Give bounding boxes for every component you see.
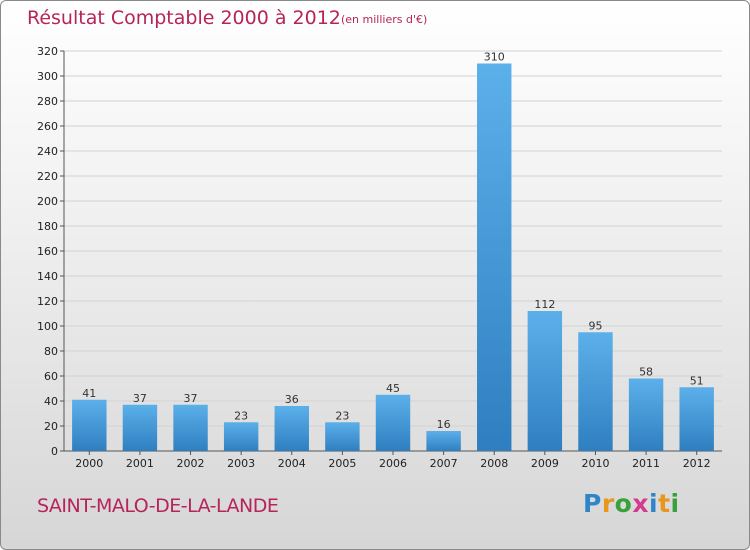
y-tick-label: 40 [44, 395, 58, 408]
x-tick-label: 2007 [430, 457, 458, 470]
y-tick-label: 300 [37, 70, 58, 83]
grid-lines [64, 50, 722, 452]
bar [628, 378, 664, 451]
y-tick-label: 160 [37, 245, 58, 258]
y-tick-label: 0 [51, 445, 58, 458]
logo-letter: i [649, 489, 659, 518]
bar [72, 399, 107, 451]
x-tick-label: 2004 [278, 457, 306, 470]
data-label: 45 [386, 382, 400, 395]
x-tick-label: 2003 [227, 457, 255, 470]
data-label: 37 [133, 392, 147, 405]
x-tick-label: 2012 [683, 457, 711, 470]
x-tick-label: 2011 [632, 457, 660, 470]
x-tick-label: 2002 [177, 457, 205, 470]
logo-letter: P [583, 489, 602, 518]
x-tick-label: 2001 [126, 457, 154, 470]
bar [274, 406, 309, 451]
bar [477, 63, 512, 451]
data-label: 16 [437, 418, 451, 431]
data-label: 95 [588, 319, 602, 332]
bar [122, 404, 158, 451]
bar [223, 422, 259, 451]
y-tick-label: 80 [44, 345, 58, 358]
y-tick-label: 100 [37, 320, 58, 333]
bar [173, 404, 208, 451]
data-label: 23 [234, 409, 248, 422]
logo-letter: x [632, 489, 649, 518]
y-tick-label: 20 [44, 420, 58, 433]
x-tick-label: 2008 [480, 457, 508, 470]
y-tick-label: 180 [37, 220, 58, 233]
x-tick-label: 2009 [531, 457, 559, 470]
bar [578, 332, 613, 451]
bar [375, 394, 411, 451]
y-tick-label: 320 [37, 45, 58, 58]
y-tick-label: 220 [37, 170, 58, 183]
bar [527, 311, 563, 451]
y-tick-label: 280 [37, 95, 58, 108]
labels: 0 20 40 60 80 100 120 140 160 180 200 220 240 260 280 3… [37, 45, 711, 470]
y-tick-label: 200 [37, 195, 58, 208]
x-tick-label: 2000 [75, 457, 103, 470]
data-label: 36 [285, 393, 299, 406]
y-tick-label: 260 [37, 120, 58, 133]
data-label: 41 [82, 387, 96, 400]
y-tick-label: 60 [44, 370, 58, 383]
logo-letter: i [670, 489, 680, 518]
logo-letter: t [658, 489, 671, 518]
y-tick-label: 120 [37, 295, 58, 308]
proxiti-logo: Proxiti [583, 489, 680, 518]
bar [679, 387, 714, 451]
bar [325, 422, 360, 451]
data-label: 310 [484, 51, 505, 64]
x-tick-label: 2005 [328, 457, 356, 470]
chart-subtitle: (en milliers d'€) [341, 13, 428, 26]
data-label: 23 [335, 409, 349, 422]
logo-letter: r [601, 489, 615, 518]
logo-letter: o [614, 489, 633, 518]
bar [426, 431, 461, 451]
y-tick-label: 140 [37, 270, 58, 283]
commune-name: SAINT-MALO-DE-LA-LANDE [37, 495, 279, 517]
y-tick-label: 240 [37, 145, 58, 158]
data-label: 37 [184, 392, 198, 405]
data-label: 58 [639, 366, 653, 379]
chart-title: Résultat Comptable 2000 à 2012 [27, 7, 341, 29]
data-label: 51 [690, 374, 704, 387]
bars [72, 63, 714, 451]
x-tick-label: 2010 [581, 457, 609, 470]
x-tick-label: 2006 [379, 457, 407, 470]
data-label: 112 [534, 298, 555, 311]
